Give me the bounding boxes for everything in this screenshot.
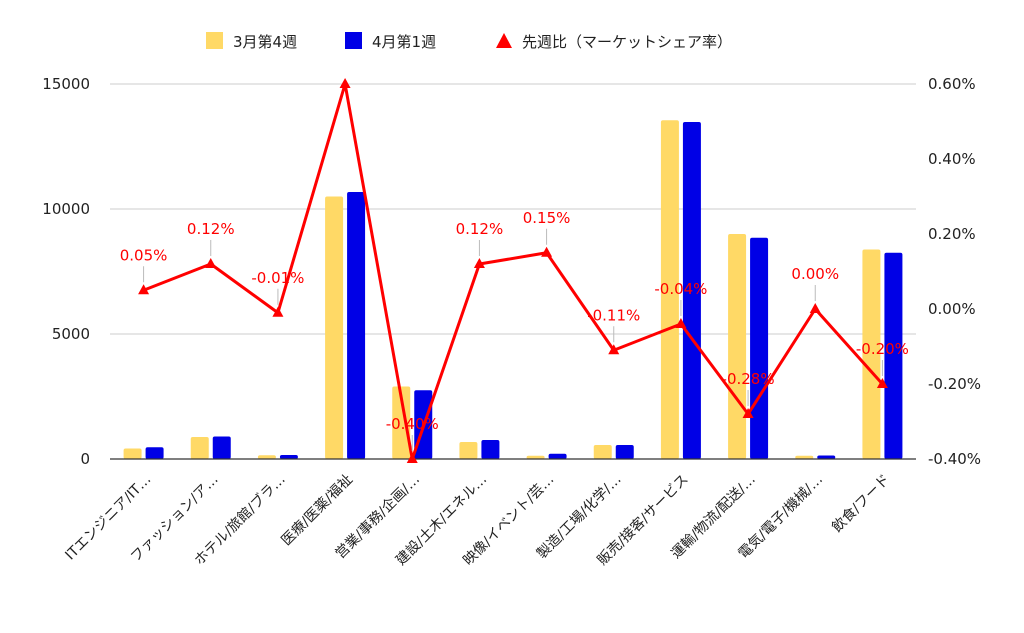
- line-data-label: 0.15%: [523, 209, 571, 227]
- right-tick-label: -0.40%: [928, 450, 981, 468]
- bar-series-2: [145, 447, 164, 459]
- legend-label-series-3: 先週比（マーケットシェア率）: [522, 33, 732, 51]
- right-tick-label: 0.00%: [928, 300, 976, 318]
- bar-series-1: [593, 445, 612, 459]
- gridlines: [110, 83, 916, 335]
- bar-series-2: [750, 237, 769, 459]
- left-tick-label: 10000: [42, 200, 90, 218]
- line-data-label: 0.05%: [120, 246, 168, 264]
- bar-series-1: [257, 455, 276, 459]
- line-data-label: -0.20%: [856, 340, 909, 358]
- right-tick-label: 0.20%: [928, 225, 976, 243]
- bar-series-2: [615, 445, 634, 459]
- bar-series-1: [660, 120, 679, 459]
- line-point-triangle: [608, 344, 620, 355]
- share-line-path: [143, 82, 884, 461]
- bar-series-1: [526, 455, 545, 459]
- bar-series-2: [817, 455, 836, 459]
- category-labels: ITエンジニア/IT…ファッション/ア…ホテル/旅館/ブラ…医療/医薬/福祉営業…: [62, 471, 893, 569]
- line-point-triangle: [205, 258, 217, 268]
- legend-swatch-series-1: [206, 32, 223, 49]
- line-data-label: 0.12%: [187, 220, 235, 238]
- legend-triangle-icon: [496, 33, 512, 48]
- line-data-label: -0.11%: [587, 306, 640, 324]
- bar-series-1: [862, 249, 881, 459]
- right-axis-ticks: -0.40% -0.20% 0.00% 0.20% 0.40% 0.60%: [928, 75, 981, 468]
- line-data-label: 0.12%: [456, 220, 504, 238]
- bar-series-2: [682, 122, 701, 459]
- share-line: [138, 78, 888, 463]
- legend: 3月第4週 4月第1週 先週比（マーケットシェア率）: [206, 32, 732, 51]
- bar-series-1: [325, 196, 344, 459]
- bar-series-2: [279, 455, 298, 459]
- line-data-label: -0.28%: [722, 370, 775, 388]
- bar-series-2: [481, 440, 500, 459]
- left-tick-label: 5000: [52, 325, 90, 343]
- category-label: 飲食/フード: [828, 471, 893, 536]
- line-data-label: -0.40%: [386, 415, 439, 433]
- bar-series-1: [795, 455, 814, 459]
- bar-series-2: [212, 436, 231, 459]
- right-tick-label: -0.20%: [928, 375, 981, 393]
- line-point-triangle: [406, 453, 418, 463]
- line-point-triangle: [541, 246, 553, 257]
- bar-series-1: [728, 234, 747, 459]
- line-point-triangle: [809, 303, 821, 313]
- line-point-triangle: [742, 408, 754, 418]
- right-tick-label: 0.40%: [928, 150, 976, 168]
- bar-series-1: [123, 448, 142, 459]
- bars: [123, 120, 903, 459]
- bar-series-2: [548, 453, 567, 459]
- line-point-triangle: [675, 318, 687, 328]
- line-point-triangle: [473, 258, 485, 268]
- bar-series-1: [392, 386, 411, 459]
- legend-label-series-1: 3月第4週: [233, 33, 297, 51]
- legend-swatch-series-2: [345, 32, 362, 49]
- bar-series-2: [884, 252, 903, 459]
- bar-series-1: [190, 437, 209, 459]
- line-data-label: -0.01%: [251, 269, 304, 287]
- line-data-label: 0.00%: [791, 265, 839, 283]
- category-label: 医療/医薬/福祉: [278, 471, 356, 549]
- line-data-labels: 0.05% 0.12% -0.01% -0.40% 0.12% 0.15% -0.11% -0…: [120, 209, 909, 451]
- left-tick-label: 0: [80, 450, 90, 468]
- line-point-triangle: [138, 284, 150, 295]
- bar-series-1: [459, 442, 478, 459]
- right-tick-label: 0.60%: [928, 75, 976, 93]
- line-point-triangle: [272, 306, 284, 317]
- legend-label-series-2: 4月第1週: [372, 33, 436, 51]
- left-axis-ticks: 0 5000 10000 15000: [42, 75, 90, 468]
- left-tick-label: 15000: [42, 75, 90, 93]
- bar-series-2: [347, 192, 366, 459]
- line-point-triangle: [876, 378, 888, 388]
- line-data-label: -0.04%: [654, 280, 707, 298]
- line-point-triangle: [339, 78, 351, 88]
